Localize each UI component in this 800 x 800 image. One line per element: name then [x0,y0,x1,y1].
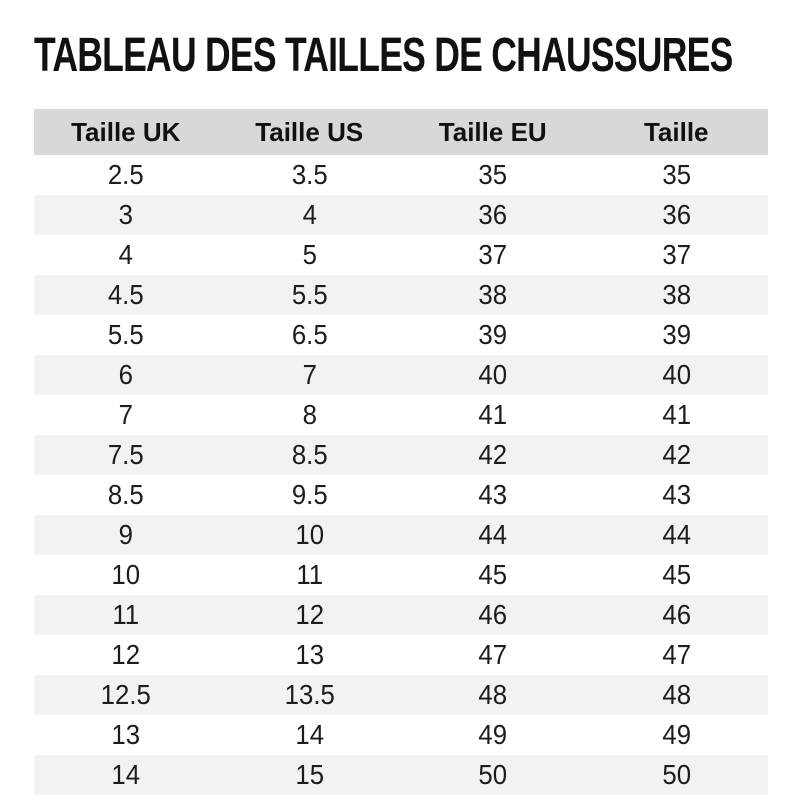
table-row: 2.5 3.5 35 35 [34,155,768,195]
table-cell: 47 [478,639,508,670]
table-cell: 15 [294,759,324,790]
table-row: 12 13 47 47 [34,635,768,675]
table-cell: 45 [661,559,691,590]
table-cell: 42 [478,439,508,470]
table-cell: 13.5 [284,679,335,710]
table-row: 3 4 36 36 [34,195,768,235]
table-cell: 47 [661,639,691,670]
table-cell: 12 [111,639,141,670]
table-cell: 41 [478,399,508,430]
column-header-taille-us: Taille US [255,116,364,147]
table-cell: 43 [478,479,508,510]
table-cell: 48 [661,679,691,710]
table-cell: 5 [302,239,317,270]
table-cell: 2.5 [107,159,144,190]
table-row: 14 15 50 50 [34,755,768,795]
table-row: 5.5 6.5 39 39 [34,315,768,355]
table-cell: 41 [661,399,691,430]
table-cell: 5.5 [291,279,328,310]
table-cell: 49 [478,719,508,750]
table-cell: 6 [118,359,133,390]
table-cell: 35 [478,159,508,190]
table-cell: 8 [302,399,317,430]
table-cell: 48 [478,679,508,710]
table-cell: 38 [661,279,691,310]
table-cell: 3.5 [291,159,328,190]
table-cell: 36 [478,199,508,230]
table-cell: 4 [118,239,133,270]
table-cell: 4.5 [107,279,144,310]
table-cell: 39 [661,319,691,350]
table-cell: 13 [111,719,141,750]
table-cell: 45 [478,559,508,590]
table-cell: 7 [118,399,133,430]
page-title: TABLEAU DES TAILLES DE CHAUSSURES [34,29,733,82]
table-cell: 44 [478,519,508,550]
column-header-taille: Taille [643,116,709,147]
column-header-taille-eu: Taille EU [438,116,547,147]
table-cell: 40 [661,359,691,390]
column-header-taille-uk: Taille UK [71,116,181,147]
table-row: 9 10 44 44 [34,515,768,555]
table-cell: 46 [478,599,508,630]
table-cell: 7.5 [107,439,144,470]
table-row: 10 11 45 45 [34,555,768,595]
table-header-row: Taille UK Taille US Taille EU Taille [34,109,768,155]
table-cell: 4 [302,199,317,230]
table-cell: 49 [661,719,691,750]
table-cell: 10 [294,519,324,550]
table-cell: 14 [294,719,324,750]
table-cell: 6.5 [291,319,328,350]
table-row: 11 12 46 46 [34,595,768,635]
table-cell: 35 [661,159,691,190]
table-cell: 42 [661,439,691,470]
table-row: 7 8 41 41 [34,395,768,435]
table-row: 12.5 13.5 48 48 [34,675,768,715]
table-cell: 12.5 [100,679,151,710]
table-row: 13 14 49 49 [34,715,768,755]
table-row: 4.5 5.5 38 38 [34,275,768,315]
table-cell: 37 [661,239,691,270]
table-row: 4 5 37 37 [34,235,768,275]
table-cell: 36 [661,199,691,230]
size-table: Taille UK Taille US Taille EU Taille 2.5… [34,109,768,795]
table-cell: 9 [118,519,133,550]
table-cell: 7 [302,359,317,390]
table-cell: 50 [478,759,508,790]
table-cell: 14 [111,759,141,790]
table-row: 6 7 40 40 [34,355,768,395]
table-row: 7.5 8.5 42 42 [34,435,768,475]
table-cell: 13 [294,639,324,670]
table-cell: 9.5 [291,479,328,510]
table-cell: 40 [478,359,508,390]
table-cell: 46 [661,599,691,630]
table-cell: 10 [111,559,141,590]
table-cell: 39 [478,319,508,350]
table-cell: 11 [295,559,323,590]
table-cell: 38 [478,279,508,310]
table-cell: 44 [661,519,691,550]
table-cell: 11 [112,599,140,630]
table-cell: 12 [294,599,324,630]
table-cell: 5.5 [107,319,144,350]
table-body: 2.5 3.5 35 35 3 4 36 36 4 5 37 37 4.5 5.5 38 38 5.5 6.5 39… [34,155,768,795]
table-cell: 3 [118,199,133,230]
table-cell: 8.5 [107,479,144,510]
table-cell: 37 [478,239,508,270]
table-row: 8.5 9.5 43 43 [34,475,768,515]
table-cell: 50 [661,759,691,790]
table-cell: 8.5 [291,439,328,470]
table-cell: 43 [661,479,691,510]
